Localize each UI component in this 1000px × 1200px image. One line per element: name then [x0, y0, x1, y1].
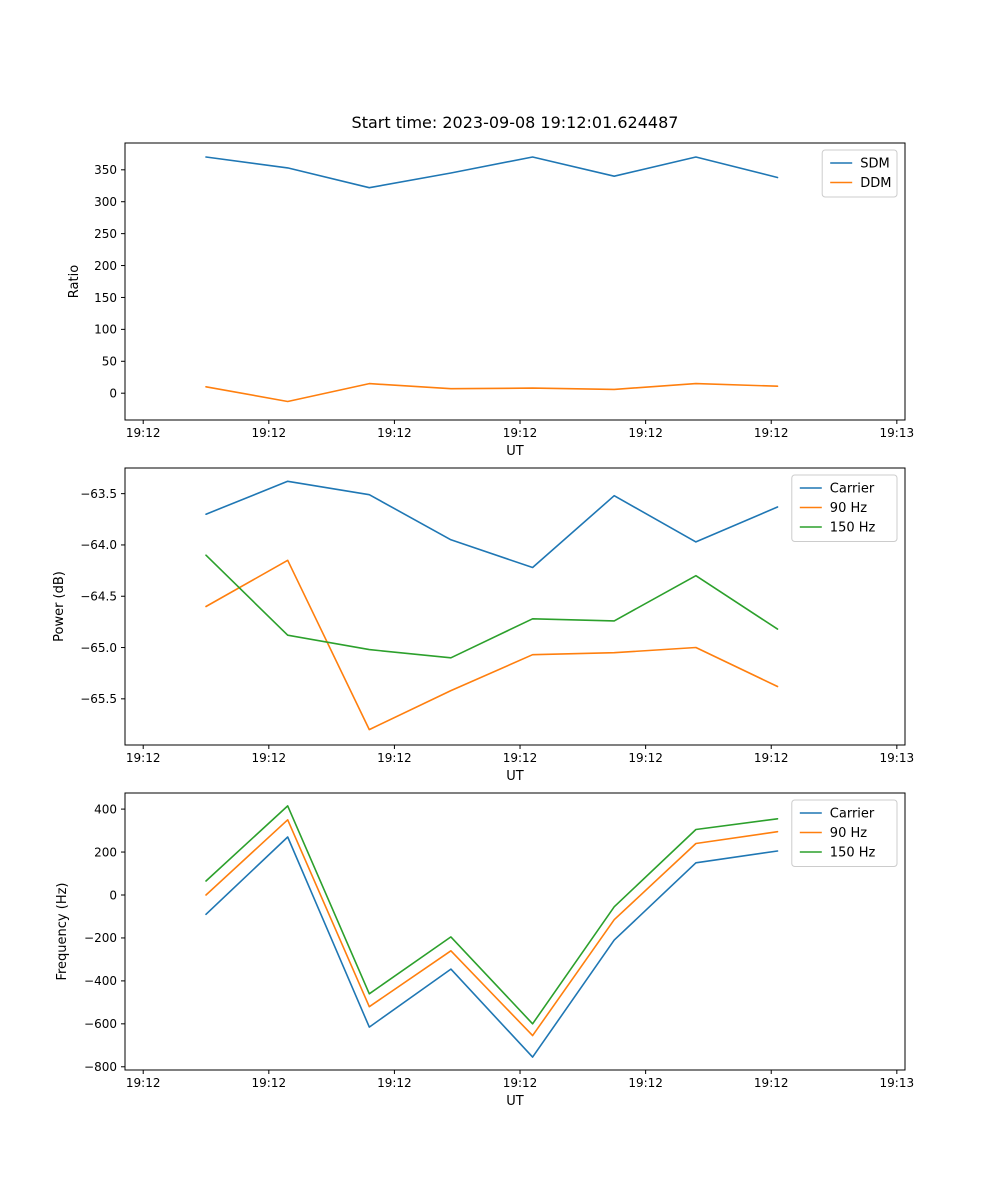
series-line-150-hz — [205, 554, 779, 659]
y-tick-label: 0 — [109, 386, 117, 400]
y-tick-label: 300 — [94, 195, 117, 209]
y-tick-label: −63.5 — [80, 487, 117, 501]
legend-frame — [821, 149, 898, 198]
y-tick-label: 100 — [94, 323, 117, 337]
figure-title: Start time: 2023-09-08 19:12:01.624487 — [351, 113, 679, 132]
legend-label: DDM — [860, 176, 891, 191]
series-line-carrier — [205, 836, 779, 1058]
chart-power: −65.5 −65.0 −64.5 −64.0 −63.5 19:12 19:12 19:12… — [52, 467, 915, 784]
y-tick-label: −65.0 — [80, 641, 117, 655]
y-tick-label: −800 — [84, 1060, 117, 1074]
x-tick-label: 19:12 — [628, 751, 663, 765]
legend-label: Carrier — [830, 806, 875, 821]
y-tick-label: 350 — [94, 163, 117, 177]
series-line-90-hz — [205, 559, 779, 731]
legend-frame — [791, 799, 898, 867]
x-tick-label: 19:13 — [880, 751, 915, 765]
x-axis-label: UT — [506, 769, 524, 784]
axes-frame — [124, 142, 906, 421]
x-axis-label: UT — [506, 1094, 524, 1109]
axes-frame — [124, 467, 906, 746]
legend: Carrier 90 Hz 150 Hz — [791, 474, 898, 542]
y-tick-label: −600 — [84, 1017, 117, 1031]
legend: Carrier 90 Hz 150 Hz — [791, 799, 898, 867]
chart-frequency: −800 −600 −400 −200 0 200 400 19:12 19:12 19:12 19… — [55, 792, 915, 1109]
series-line-90-hz — [205, 818, 779, 1037]
x-tick-label: 19:12 — [754, 751, 789, 765]
legend-label: 150 Hz — [830, 520, 876, 535]
y-tick-label: 400 — [94, 802, 117, 816]
y-tick-label: 200 — [94, 259, 117, 273]
axes-frame — [124, 792, 906, 1071]
x-tick-label: 19:12 — [503, 1076, 538, 1090]
x-tick-label: 19:12 — [126, 426, 161, 440]
y-tick-label: 200 — [94, 845, 117, 859]
x-tick-label: 19:12 — [377, 1076, 412, 1090]
y-axis-label: Ratio — [67, 265, 82, 298]
series-line-carrier — [205, 480, 779, 569]
x-tick-label: 19:12 — [628, 1076, 663, 1090]
y-tick-label: 150 — [94, 291, 117, 305]
x-tick-label: 19:12 — [126, 751, 161, 765]
x-tick-label: 19:12 — [377, 751, 412, 765]
x-tick-label: 19:12 — [628, 426, 663, 440]
x-tick-label: 19:13 — [880, 1076, 915, 1090]
y-tick-label: −400 — [84, 974, 117, 988]
series-line-150-hz — [205, 805, 779, 1025]
x-tick-label: 19:12 — [754, 426, 789, 440]
y-tick-label: −200 — [84, 931, 117, 945]
legend-label: 90 Hz — [830, 826, 867, 841]
y-tick-label: −64.5 — [80, 590, 117, 604]
x-tick-label: 19:12 — [503, 426, 538, 440]
y-tick-label: 0 — [109, 888, 117, 902]
x-axis-label: UT — [506, 444, 524, 459]
y-axis-label: Frequency (Hz) — [55, 882, 70, 980]
x-tick-label: 19:12 — [252, 751, 287, 765]
legend-label: Carrier — [830, 481, 875, 496]
x-tick-label: 19:12 — [252, 1076, 287, 1090]
y-tick-label: 50 — [102, 355, 117, 369]
series-line-ddm — [205, 382, 779, 403]
chart-ratio: 0 50 100 150 200 250 300 350 19:12 19:12 19:12 19:1… — [67, 142, 915, 459]
x-tick-label: 19:12 — [252, 426, 287, 440]
x-tick-label: 19:12 — [126, 1076, 161, 1090]
x-tick-label: 19:12 — [377, 426, 412, 440]
y-tick-label: −65.5 — [80, 692, 117, 706]
series-line-sdm — [205, 156, 779, 189]
y-axis-label: Power (dB) — [52, 571, 67, 642]
x-tick-label: 19:12 — [503, 751, 538, 765]
legend-label: SDM — [860, 156, 889, 171]
y-tick-label: −64.0 — [80, 538, 117, 552]
x-tick-label: 19:12 — [754, 1076, 789, 1090]
x-tick-label: 19:13 — [880, 426, 915, 440]
y-tick-label: 250 — [94, 227, 117, 241]
legend-frame — [791, 474, 898, 542]
legend-label: 150 Hz — [830, 845, 876, 860]
legend-label: 90 Hz — [830, 501, 867, 516]
legend: SDM DDM — [821, 149, 898, 198]
